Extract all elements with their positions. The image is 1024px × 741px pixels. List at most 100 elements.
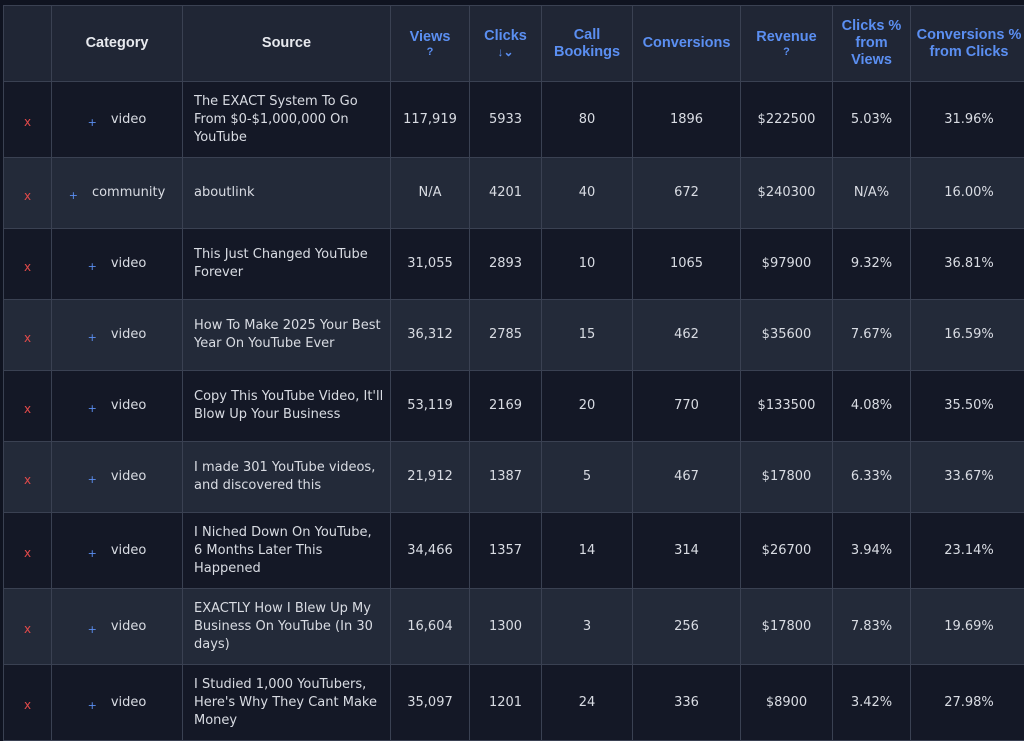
table-row: x + video I Studied 1,000 YouTubers, Here's… bbox=[4, 665, 1024, 741]
clicks-cell: 4201 bbox=[470, 158, 542, 229]
close-icon[interactable]: x bbox=[24, 471, 31, 489]
category-cell: + video bbox=[52, 665, 183, 741]
clicks-cell: 1201 bbox=[470, 665, 542, 741]
header-call-bookings[interactable]: Call Bookings bbox=[542, 6, 633, 82]
header-views-label: Views bbox=[410, 29, 451, 45]
conv-pct-cell: 23.14% bbox=[911, 513, 1024, 589]
delete-cell: x bbox=[4, 442, 52, 513]
close-icon[interactable]: x bbox=[24, 329, 31, 347]
call-bookings-cell: 20 bbox=[542, 371, 633, 442]
table-row: x + video Copy This YouTube Video, It'll Bl… bbox=[4, 371, 1024, 442]
conversions-cell: 1896 bbox=[633, 82, 741, 158]
call-bookings-cell: 15 bbox=[542, 300, 633, 371]
header-delete bbox=[4, 6, 52, 82]
views-cell: 53,119 bbox=[391, 371, 470, 442]
plus-icon[interactable]: + bbox=[88, 699, 97, 712]
conversions-cell: 1065 bbox=[633, 229, 741, 300]
header-revenue-label: Revenue bbox=[756, 29, 816, 45]
category-cell: + video bbox=[52, 442, 183, 513]
delete-cell: x bbox=[4, 158, 52, 229]
views-cell: 34,466 bbox=[391, 513, 470, 589]
clicks-cell: 1300 bbox=[470, 589, 542, 665]
header-revenue[interactable]: Revenue ? bbox=[741, 6, 833, 82]
category-label: video bbox=[111, 398, 147, 413]
source-cell: EXACTLY How I Blew Up My Business On You… bbox=[183, 589, 391, 665]
header-conv-pct[interactable]: Conversions % from Clicks bbox=[911, 6, 1024, 82]
revenue-cell: $17800 bbox=[741, 442, 833, 513]
header-conversions[interactable]: Conversions bbox=[633, 6, 741, 82]
clicks-cell: 1387 bbox=[470, 442, 542, 513]
conversions-cell: 336 bbox=[633, 665, 741, 741]
plus-icon[interactable]: + bbox=[88, 331, 97, 344]
views-cell: 117,919 bbox=[391, 82, 470, 158]
plus-icon[interactable]: + bbox=[88, 547, 97, 560]
delete-cell: x bbox=[4, 371, 52, 442]
revenue-cell: $17800 bbox=[741, 589, 833, 665]
category-cell: +video bbox=[52, 589, 183, 665]
header-category[interactable]: Category bbox=[52, 6, 183, 82]
help-icon[interactable]: ? bbox=[395, 46, 465, 59]
table-row: x + video I made 301 YouTube videos, and di… bbox=[4, 442, 1024, 513]
close-icon[interactable]: x bbox=[24, 187, 31, 205]
call-bookings-cell: 5 bbox=[542, 442, 633, 513]
conv-pct-cell: 33.67% bbox=[911, 442, 1024, 513]
header-views[interactable]: Views ? bbox=[391, 6, 470, 82]
revenue-cell: $222500 bbox=[741, 82, 833, 158]
clicks-cell: 5933 bbox=[470, 82, 542, 158]
header-row: Category Source Views ? Clicks ↓⌄ Call B… bbox=[4, 6, 1024, 82]
plus-icon[interactable]: + bbox=[88, 402, 97, 415]
header-source[interactable]: Source bbox=[183, 6, 391, 82]
source-cell: I Niched Down On YouTube, 6 Months Later… bbox=[183, 513, 391, 589]
delete-cell: x bbox=[4, 665, 52, 741]
delete-cell: x bbox=[4, 300, 52, 371]
call-bookings-cell: 24 bbox=[542, 665, 633, 741]
category-label: community bbox=[92, 185, 165, 200]
views-cell: N/A bbox=[391, 158, 470, 229]
help-icon[interactable]: ? bbox=[745, 46, 828, 59]
category-label: video bbox=[111, 695, 147, 710]
views-cell: 21,912 bbox=[391, 442, 470, 513]
clicks-pct-cell: 6.33% bbox=[833, 442, 911, 513]
source-cell: I made 301 YouTube videos, and discovere… bbox=[183, 442, 391, 513]
delete-cell: x bbox=[4, 589, 52, 665]
call-bookings-cell: 80 bbox=[542, 82, 633, 158]
revenue-cell: $133500 bbox=[741, 371, 833, 442]
header-clicks-pct[interactable]: Clicks % from Views bbox=[833, 6, 911, 82]
close-icon[interactable]: x bbox=[24, 258, 31, 276]
close-icon[interactable]: x bbox=[24, 113, 31, 131]
source-cell: I Studied 1,000 YouTubers, Here's Why Th… bbox=[183, 665, 391, 741]
conv-pct-cell: 31.96% bbox=[911, 82, 1024, 158]
revenue-cell: $35600 bbox=[741, 300, 833, 371]
category-label: video bbox=[111, 469, 147, 484]
sort-down-icon[interactable]: ↓⌄ bbox=[474, 45, 537, 59]
conversions-cell: 256 bbox=[633, 589, 741, 665]
close-icon[interactable]: x bbox=[24, 400, 31, 418]
close-icon[interactable]: x bbox=[24, 696, 31, 714]
category-cell: + video bbox=[52, 82, 183, 158]
clicks-cell: 2785 bbox=[470, 300, 542, 371]
close-icon[interactable]: x bbox=[24, 544, 31, 562]
conversions-cell: 672 bbox=[633, 158, 741, 229]
analytics-table: Category Source Views ? Clicks ↓⌄ Call B… bbox=[3, 5, 1024, 741]
category-label: video bbox=[111, 112, 147, 127]
conversions-cell: 770 bbox=[633, 371, 741, 442]
plus-icon[interactable]: + bbox=[88, 116, 97, 129]
source-cell: How To Make 2025 Your Best Year On YouTu… bbox=[183, 300, 391, 371]
plus-icon[interactable]: + bbox=[69, 189, 78, 202]
category-cell: + video bbox=[52, 371, 183, 442]
plus-icon[interactable]: + bbox=[88, 473, 97, 486]
plus-icon[interactable]: + bbox=[88, 623, 97, 636]
call-bookings-cell: 40 bbox=[542, 158, 633, 229]
header-clicks[interactable]: Clicks ↓⌄ bbox=[470, 6, 542, 82]
conv-pct-cell: 36.81% bbox=[911, 229, 1024, 300]
revenue-cell: $26700 bbox=[741, 513, 833, 589]
source-cell: Copy This YouTube Video, It'll Blow Up Y… bbox=[183, 371, 391, 442]
close-icon[interactable]: x bbox=[24, 620, 31, 638]
plus-icon[interactable]: + bbox=[88, 260, 97, 273]
clicks-pct-cell: 3.42% bbox=[833, 665, 911, 741]
category-label: video bbox=[111, 327, 147, 342]
clicks-cell: 2169 bbox=[470, 371, 542, 442]
clicks-pct-cell: 3.94% bbox=[833, 513, 911, 589]
conv-pct-cell: 16.59% bbox=[911, 300, 1024, 371]
